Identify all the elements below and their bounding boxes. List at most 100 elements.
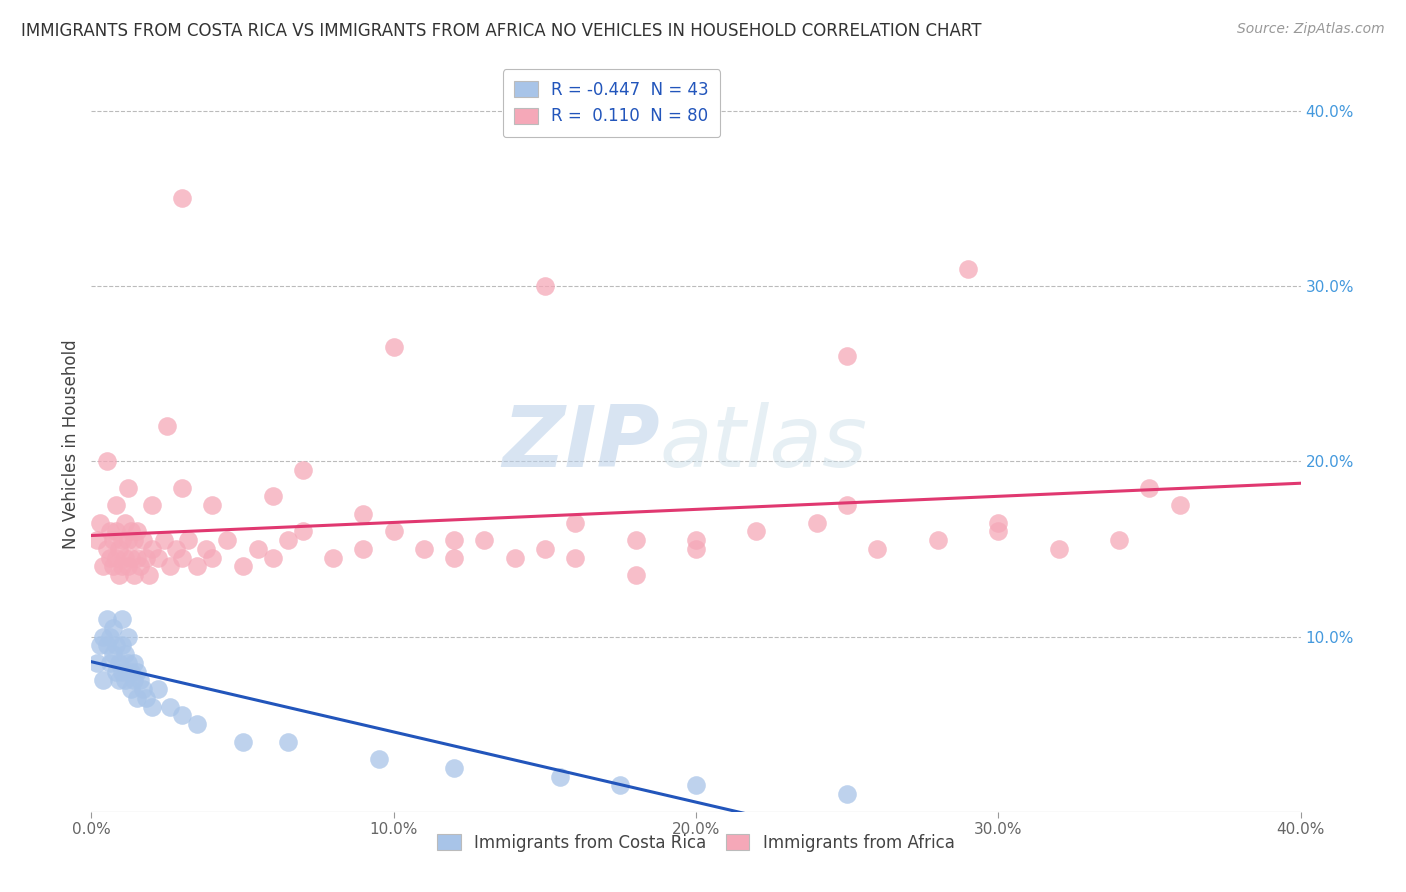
Point [114,673,136,688]
Point [443,550,465,565]
Point [172,550,194,565]
Point [186,559,208,574]
Point [117,533,139,548]
Point [104,665,127,679]
Point [141,541,163,556]
Point [107,673,129,688]
Point [93,673,115,688]
Point [201,498,224,512]
Point [132,681,155,696]
Point [98,656,121,670]
Point [98,524,121,539]
Point [685,779,707,793]
Point [120,665,142,679]
Point [96,638,118,652]
Point [262,550,284,565]
Point [96,612,118,626]
Point [443,761,465,775]
Point [114,550,136,565]
Point [111,638,132,652]
Point [472,533,495,548]
Point [172,708,194,723]
Point [120,524,142,539]
Point [93,559,115,574]
Point [413,541,436,556]
Text: atlas: atlas [659,402,868,485]
Point [117,559,139,574]
Point [262,489,284,503]
Point [1108,533,1130,548]
Point [231,559,253,574]
Point [141,498,163,512]
Point [135,550,157,565]
Point [132,533,155,548]
Point [146,550,169,565]
Point [186,717,208,731]
Point [172,481,194,495]
Point [624,568,647,582]
Point [624,533,647,548]
Point [96,541,118,556]
Point [987,516,1010,530]
Point [86,533,108,548]
Point [101,533,124,548]
Point [835,349,858,363]
Point [367,752,389,766]
Point [107,656,129,670]
Point [111,533,132,548]
Point [135,690,157,705]
Point [156,419,179,434]
Point [86,656,108,670]
Point [122,673,145,688]
Point [101,647,124,661]
Point [141,699,163,714]
Point [322,550,344,565]
Point [503,550,526,565]
Point [564,550,586,565]
Point [292,463,315,477]
Point [111,559,132,574]
Point [122,656,145,670]
Point [114,516,136,530]
Point [745,524,768,539]
Point [101,621,124,635]
Point [382,524,405,539]
Point [120,550,142,565]
Legend: Immigrants from Costa Rica, Immigrants from Africa: Immigrants from Costa Rica, Immigrants f… [430,827,962,859]
Text: Source: ZipAtlas.com: Source: ZipAtlas.com [1237,22,1385,37]
Point [835,787,858,801]
Point [101,559,124,574]
Point [104,638,127,652]
Point [104,524,127,539]
Point [93,630,115,644]
Point [153,533,176,548]
Point [104,550,127,565]
Text: ZIP: ZIP [502,402,659,485]
Point [685,541,707,556]
Point [114,647,136,661]
Point [217,533,239,548]
Point [246,541,269,556]
Point [277,533,299,548]
Point [96,454,118,468]
Point [195,541,218,556]
Point [128,673,150,688]
Point [125,690,148,705]
Point [165,541,187,556]
Point [533,279,555,293]
Point [533,541,555,556]
Point [1047,541,1070,556]
Point [292,524,315,539]
Point [172,192,194,206]
Point [117,656,139,670]
Point [866,541,889,556]
Point [117,630,139,644]
Point [146,681,169,696]
Text: IMMIGRANTS FROM COSTA RICA VS IMMIGRANTS FROM AFRICA NO VEHICLES IN HOUSEHOLD CO: IMMIGRANTS FROM COSTA RICA VS IMMIGRANTS… [21,22,981,40]
Point [89,638,111,652]
Point [138,568,160,582]
Point [352,507,374,521]
Point [927,533,949,548]
Point [277,734,299,748]
Point [111,612,132,626]
